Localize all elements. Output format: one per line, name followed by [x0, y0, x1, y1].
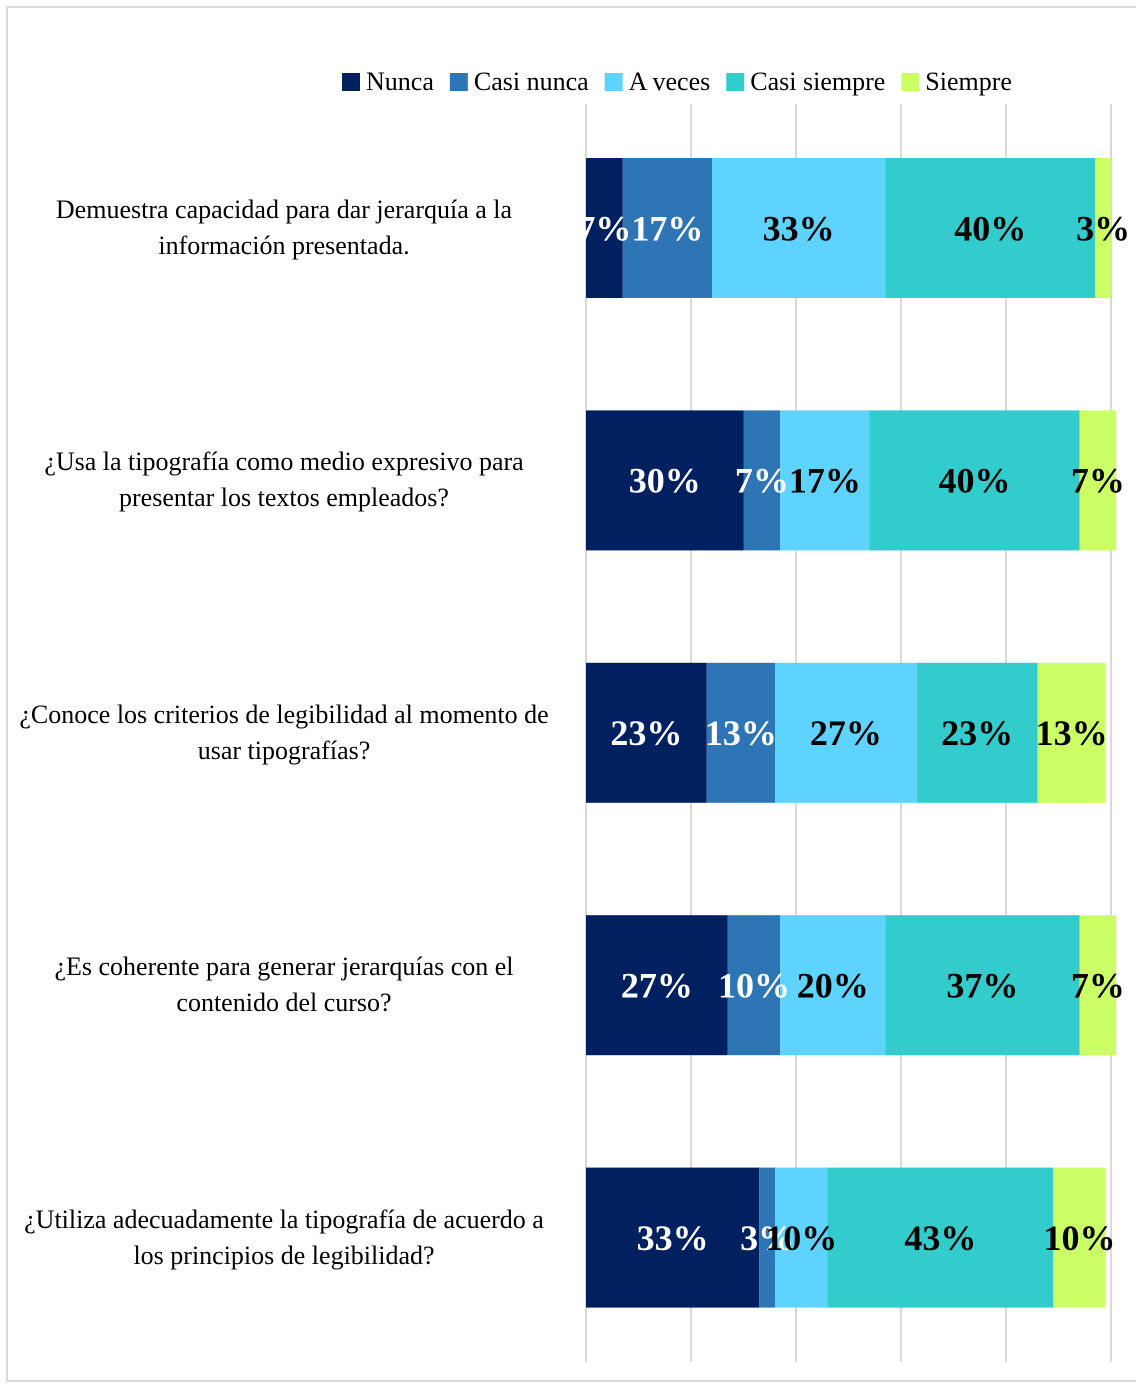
data-label: 10% — [718, 965, 790, 1005]
data-label: 27% — [621, 965, 693, 1005]
data-label: 13% — [705, 713, 777, 753]
bar-segment — [885, 158, 1096, 298]
bar-segment — [586, 158, 623, 298]
bar-segment — [586, 410, 744, 551]
bar-segment — [706, 662, 775, 803]
data-label: 7% — [735, 461, 789, 501]
category-label: ¿Utiliza adecuadamente la tipografía de … — [24, 1204, 544, 1270]
legend-label: A veces — [629, 67, 711, 96]
category-label: Demuestra capacidad para dar jerarquía a… — [55, 195, 513, 260]
bar-segment — [869, 410, 1080, 551]
category-label: ¿Es coherente para generar jerarquías co… — [54, 952, 514, 1018]
data-label: 20% — [797, 965, 869, 1005]
data-label: 33% — [637, 1218, 709, 1258]
data-label: 43% — [904, 1218, 976, 1258]
data-label: 10% — [765, 1218, 837, 1258]
bar-segment — [759, 1167, 775, 1308]
bar-segment — [586, 1167, 760, 1308]
category-label: ¿Conoce los criterios de legibilidad al … — [19, 699, 549, 765]
data-label: 7% — [577, 208, 631, 248]
legend-label: Casi siempre — [750, 67, 885, 96]
legend-swatch — [726, 73, 745, 91]
legend-swatch — [342, 73, 360, 91]
bar-segment — [1053, 1167, 1106, 1308]
data-label: 33% — [763, 208, 835, 248]
bar-segment — [885, 915, 1080, 1056]
bar-segment — [780, 915, 886, 1056]
data-label: 7% — [1071, 461, 1125, 501]
data-label: 40% — [954, 208, 1026, 248]
bar-segment — [1079, 915, 1117, 1056]
data-label: 37% — [946, 965, 1018, 1005]
legend-label: Nunca — [366, 67, 434, 96]
data-label: 13% — [1036, 713, 1108, 753]
bar-segment — [586, 915, 728, 1056]
data-label: 17% — [631, 208, 703, 248]
bar-segment — [1095, 158, 1111, 298]
bar-segment — [775, 662, 917, 803]
bar-segment — [780, 410, 870, 551]
legend-swatch — [901, 73, 920, 91]
bar-segment — [743, 410, 781, 551]
data-label: 30% — [629, 461, 701, 501]
data-label: 40% — [939, 461, 1011, 501]
frame — [6, 6, 1136, 1382]
bar-segment — [775, 1167, 828, 1308]
bar-segment — [916, 662, 1038, 803]
data-label: 23% — [941, 713, 1013, 753]
data-label: 23% — [610, 713, 682, 753]
bar-segment — [1079, 410, 1117, 551]
legend-label: Casi nunca — [474, 67, 589, 96]
bar-segment — [727, 915, 781, 1056]
bar-segment — [712, 158, 886, 298]
legend-label: Siempre — [925, 67, 1012, 96]
legend-swatch — [449, 73, 468, 91]
data-label: 27% — [810, 713, 882, 753]
legend-swatch — [604, 73, 623, 91]
data-label: 3% — [740, 1218, 794, 1258]
data-label: 17% — [789, 461, 861, 501]
category-label: ¿Usa la tipografía como medio expresivo … — [44, 447, 524, 513]
data-label: 3% — [1076, 208, 1130, 248]
bar-segment — [586, 662, 707, 803]
data-label: 10% — [1044, 1218, 1116, 1258]
bar-segment — [622, 158, 712, 298]
data-label: 7% — [1071, 965, 1125, 1005]
bar-segment — [827, 1167, 1054, 1308]
bar-segment — [1037, 662, 1106, 803]
